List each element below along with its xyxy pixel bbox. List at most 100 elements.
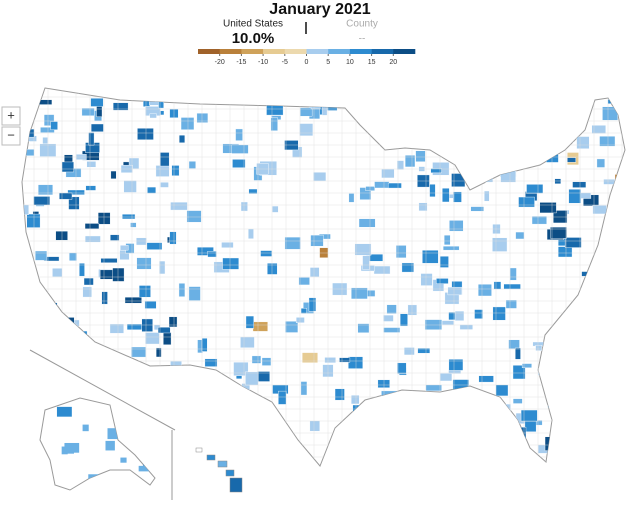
county xyxy=(495,384,509,397)
county xyxy=(313,172,327,182)
county xyxy=(57,317,75,329)
county xyxy=(554,178,562,185)
county xyxy=(266,102,284,116)
county xyxy=(557,246,573,258)
county xyxy=(379,424,394,430)
county xyxy=(168,316,178,328)
county xyxy=(56,406,72,417)
county xyxy=(442,245,460,251)
legend-tick-label: 15 xyxy=(368,59,376,66)
county xyxy=(387,393,402,403)
county xyxy=(301,352,318,363)
county xyxy=(428,396,437,410)
county xyxy=(492,306,506,321)
county xyxy=(603,459,616,466)
county xyxy=(309,420,320,432)
legend: -20 -15 -10 -5 0 5 10 15 20 xyxy=(198,49,416,66)
county xyxy=(629,197,639,203)
county xyxy=(515,231,525,240)
county xyxy=(130,434,144,448)
county xyxy=(442,188,450,203)
county xyxy=(374,181,390,189)
county xyxy=(356,441,369,455)
county xyxy=(503,283,521,290)
county xyxy=(520,409,538,422)
county xyxy=(22,98,36,112)
county xyxy=(112,267,125,282)
county xyxy=(466,431,483,437)
county xyxy=(542,109,548,122)
county xyxy=(319,247,329,258)
county xyxy=(248,188,258,195)
county xyxy=(567,462,575,466)
county xyxy=(399,412,408,423)
county xyxy=(147,186,157,194)
county xyxy=(447,286,462,296)
county xyxy=(553,210,568,224)
county xyxy=(467,455,484,463)
county xyxy=(235,128,243,141)
county xyxy=(547,453,562,458)
county xyxy=(388,120,401,132)
county xyxy=(616,409,625,418)
zoom-in-button[interactable] xyxy=(1,106,21,126)
county xyxy=(602,106,619,121)
legend-tick-label: -20 xyxy=(215,59,225,66)
county xyxy=(241,88,258,94)
county xyxy=(493,281,502,290)
county xyxy=(28,100,35,108)
county xyxy=(85,349,102,361)
county xyxy=(425,384,442,392)
county xyxy=(138,445,145,457)
county-label: County xyxy=(346,19,378,30)
legend-swatch xyxy=(306,49,329,54)
county xyxy=(401,262,414,273)
hawaii xyxy=(195,447,243,493)
county xyxy=(166,395,173,408)
us-label: United States xyxy=(223,19,283,30)
zoom-out-button[interactable] xyxy=(1,126,21,146)
county xyxy=(142,446,156,460)
county xyxy=(543,351,562,362)
county xyxy=(531,215,547,225)
county xyxy=(564,237,582,248)
county xyxy=(50,121,58,130)
county xyxy=(570,382,585,395)
county xyxy=(245,371,259,386)
county xyxy=(240,201,248,212)
county xyxy=(88,132,95,146)
county xyxy=(588,455,595,464)
county xyxy=(387,182,402,189)
county xyxy=(120,245,129,251)
zoom-controls: + − xyxy=(1,106,21,146)
county xyxy=(508,339,520,349)
county xyxy=(439,256,449,268)
county xyxy=(209,447,226,455)
county xyxy=(324,357,336,364)
zoom-out-label[interactable]: − xyxy=(7,127,15,142)
county xyxy=(552,454,559,464)
county xyxy=(359,407,372,412)
county xyxy=(61,446,68,455)
legend-swatch xyxy=(371,49,394,54)
county xyxy=(298,277,310,286)
county xyxy=(528,461,546,466)
county xyxy=(459,324,473,330)
county xyxy=(484,190,490,202)
county xyxy=(162,433,176,444)
county xyxy=(334,388,345,401)
county xyxy=(468,427,487,433)
county xyxy=(540,144,553,152)
county xyxy=(505,299,517,309)
zoom-in-label[interactable]: + xyxy=(7,107,15,122)
legend-tick-label: 5 xyxy=(326,59,330,66)
county xyxy=(477,284,492,297)
legend-swatch xyxy=(349,49,372,54)
county xyxy=(424,319,443,330)
legend-tick-label: 10 xyxy=(346,59,354,66)
county xyxy=(350,395,360,405)
county xyxy=(27,294,35,308)
county xyxy=(415,150,426,162)
legend-swatch xyxy=(393,49,416,54)
county xyxy=(178,283,186,297)
